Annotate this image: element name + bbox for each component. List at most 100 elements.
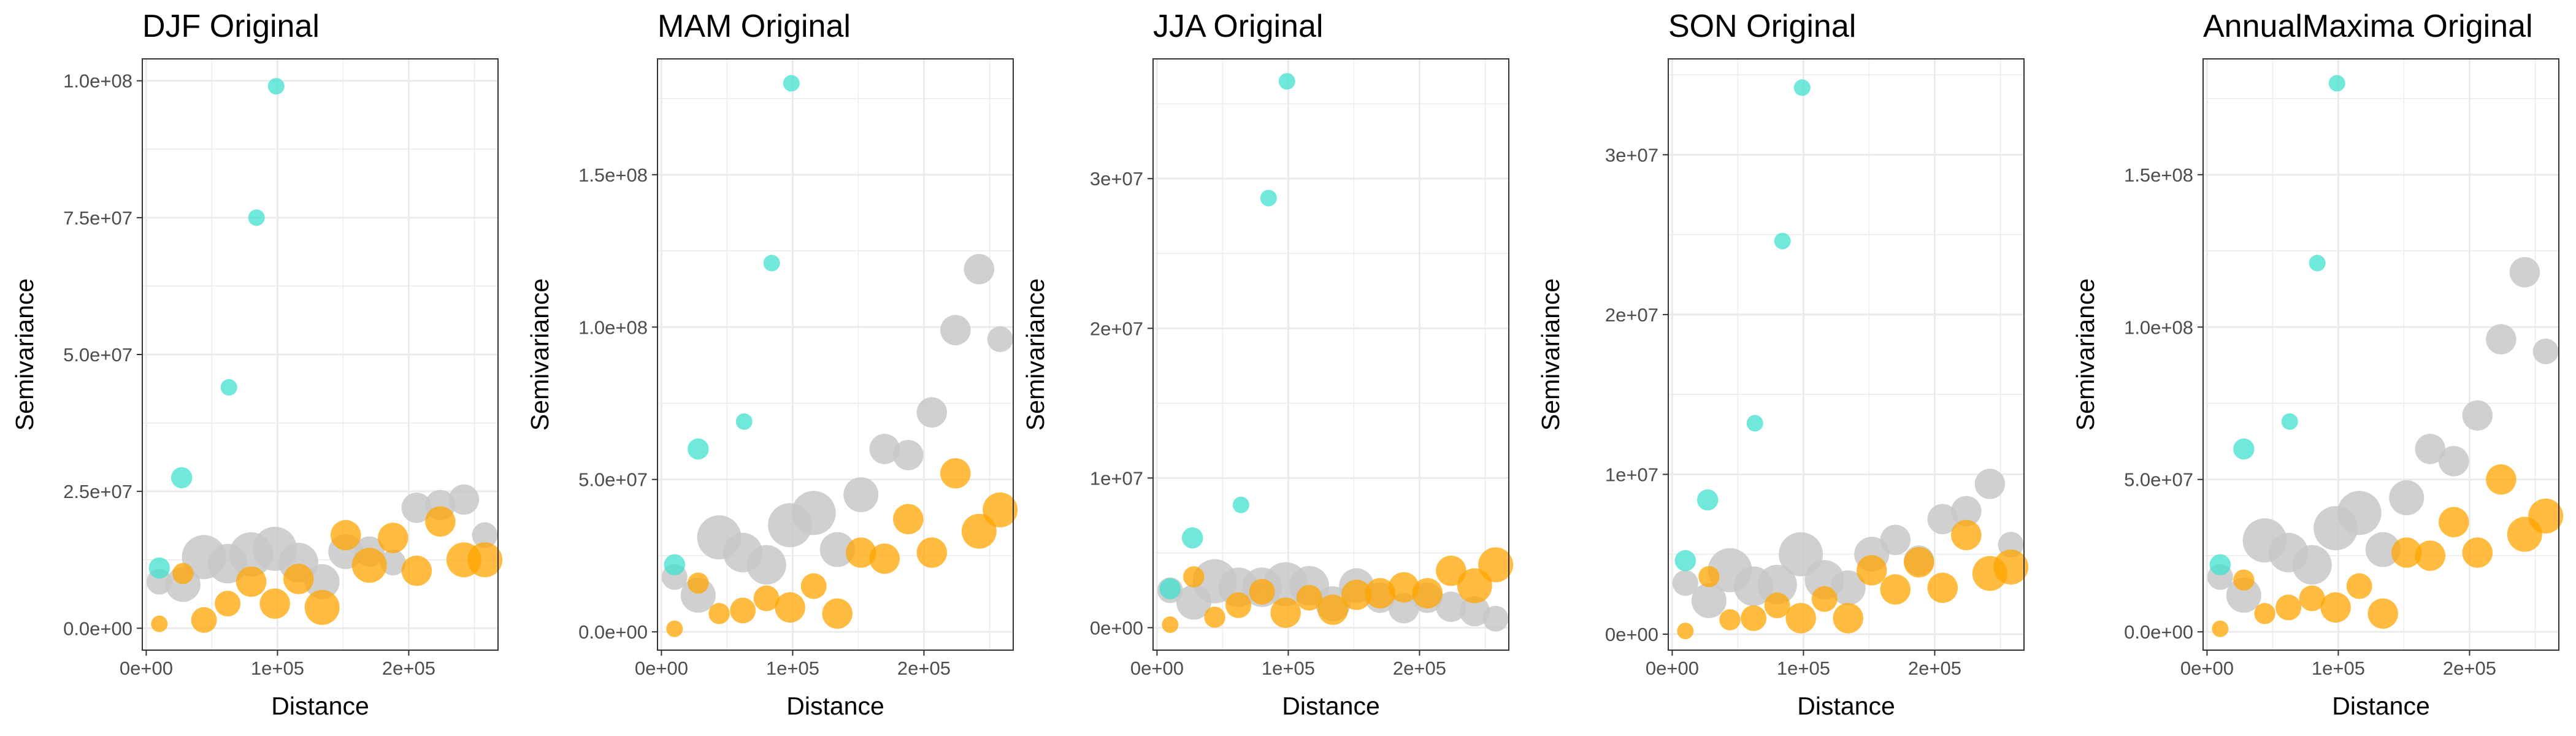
data-point-orange	[1412, 578, 1443, 609]
data-point-orange	[1856, 554, 1887, 586]
data-point-orange	[2486, 464, 2517, 495]
data-point-orange	[2233, 569, 2255, 591]
data-point-cyan	[2281, 413, 2298, 430]
data-point-orange	[753, 585, 780, 611]
data-point-orange	[1698, 565, 1720, 588]
series-cyan	[1159, 73, 1295, 600]
y-tick-label: 1e+07	[1605, 464, 1658, 485]
data-point-orange	[1677, 623, 1694, 640]
data-point-gray	[448, 484, 480, 515]
x-tick-label: 0e+00	[120, 657, 173, 679]
y-tick-label: 0.0e+00	[578, 621, 648, 643]
data-point-cyan	[2233, 438, 2255, 460]
data-point-gray	[2509, 257, 2540, 288]
data-point-orange	[730, 597, 756, 624]
data-point-gray	[304, 564, 340, 599]
x-axis-label: Distance	[786, 692, 884, 720]
data-point-cyan	[1746, 415, 1763, 432]
data-point-cyan	[267, 78, 285, 95]
data-point-cyan	[171, 467, 193, 489]
data-point-orange	[1993, 550, 2029, 585]
y-tick-label: 5.0e+07	[578, 469, 648, 491]
data-point-orange	[666, 620, 683, 637]
series-orange	[666, 458, 1018, 637]
data-point-cyan	[763, 255, 780, 272]
data-point-orange	[1880, 574, 1911, 605]
data-point-gray	[1927, 504, 1958, 535]
data-point-cyan	[2209, 554, 2231, 576]
data-point-gray	[1672, 570, 1698, 596]
x-tick-label: 1e+05	[1262, 657, 1315, 679]
data-point-gray	[987, 326, 1013, 353]
x-tick-label: 1e+05	[251, 657, 304, 679]
data-point-gray	[1880, 524, 1911, 555]
data-point-orange	[2367, 598, 2398, 629]
data-point-gray	[1757, 564, 1797, 605]
data-point-cyan	[1793, 79, 1811, 96]
data-point-orange	[845, 537, 876, 568]
data-point-gray	[1830, 570, 1866, 605]
panel-border	[657, 58, 1014, 651]
x-tick-label: 1e+05	[2312, 657, 2365, 679]
data-point-orange	[2254, 603, 2275, 624]
chart-title: JJA Original	[1153, 9, 1323, 44]
data-point-orange	[1365, 578, 1396, 609]
x-tick-label: 0e+00	[1646, 657, 1699, 679]
data-point-gray	[1436, 591, 1466, 622]
data-point-gray	[2486, 324, 2517, 355]
y-tick-label: 1.0e+08	[2124, 316, 2193, 338]
data-point-orange	[1764, 592, 1790, 619]
x-tick-label: 1e+05	[766, 657, 819, 679]
chart-title: MAM Original	[657, 9, 851, 44]
data-point-orange	[172, 562, 194, 585]
data-point-orange	[940, 458, 971, 489]
data-point-gray	[2337, 491, 2382, 535]
panel-border	[1152, 58, 1509, 651]
y-tick-label: 1.5e+08	[2124, 164, 2193, 186]
data-point-orange	[1183, 566, 1205, 588]
y-axis-label: Semivariance	[526, 278, 554, 431]
data-point-cyan	[735, 413, 753, 430]
data-point-cyan	[783, 75, 800, 92]
y-tick-label: 1.0e+08	[578, 316, 648, 338]
data-point-orange	[2528, 498, 2564, 534]
data-point-orange	[304, 589, 340, 625]
data-point-gray	[1974, 469, 2006, 499]
y-tick-label: 0.0e+00	[2124, 621, 2193, 643]
data-point-cyan	[1674, 550, 1696, 572]
y-tick-label: 1.5e+08	[578, 164, 648, 186]
data-point-orange	[401, 555, 432, 586]
data-point-orange	[800, 573, 827, 599]
chart-panel-3: 0e+00 1e+05 2e+05 0e+00 1e+07 2e+07 3e+07 JJA O…	[1021, 9, 1514, 720]
chart-panel-1: 0e+00 1e+05 2e+05 0.0e+00 2.5e+07 5.0e+07 7.5e…	[10, 9, 503, 720]
data-point-orange	[378, 523, 408, 553]
y-tick-label: 3e+07	[1605, 144, 1658, 166]
x-tick-label: 2e+05	[382, 657, 435, 679]
y-tick-label: 5.0e+07	[63, 344, 132, 366]
series-gray	[2207, 257, 2559, 613]
data-point-gray	[819, 532, 855, 567]
chart-panel-2: 0e+00 1e+05 2e+05 0.0e+00 5.0e+07 1.0e+08 1.5e…	[526, 9, 1018, 720]
data-point-orange	[1741, 605, 1767, 631]
data-point-cyan	[1696, 489, 1719, 511]
data-point-orange	[1951, 519, 1982, 551]
data-point-orange	[2439, 507, 2469, 538]
x-tick-label: 0e+00	[1130, 657, 1184, 679]
series-orange	[1162, 547, 1514, 634]
data-point-gray	[472, 522, 498, 548]
data-point-orange	[330, 519, 361, 551]
y-axis-label: Semivariance	[2071, 278, 2099, 431]
data-point-gray	[843, 477, 879, 513]
data-point-orange	[2346, 573, 2372, 599]
y-tick-label: 0e+00	[1090, 617, 1143, 638]
data-point-gray	[791, 491, 836, 535]
y-tick-label: 2.5e+07	[63, 481, 132, 502]
data-point-orange	[1927, 572, 1958, 604]
x-tick-label: 2e+05	[897, 657, 951, 679]
x-tick-label: 2e+05	[2443, 657, 2496, 679]
y-axis-label: Semivariance	[10, 278, 39, 431]
data-point-orange	[191, 607, 217, 633]
x-axis-label: Distance	[1282, 692, 1380, 720]
data-point-orange	[351, 548, 387, 583]
series-orange	[151, 506, 503, 633]
